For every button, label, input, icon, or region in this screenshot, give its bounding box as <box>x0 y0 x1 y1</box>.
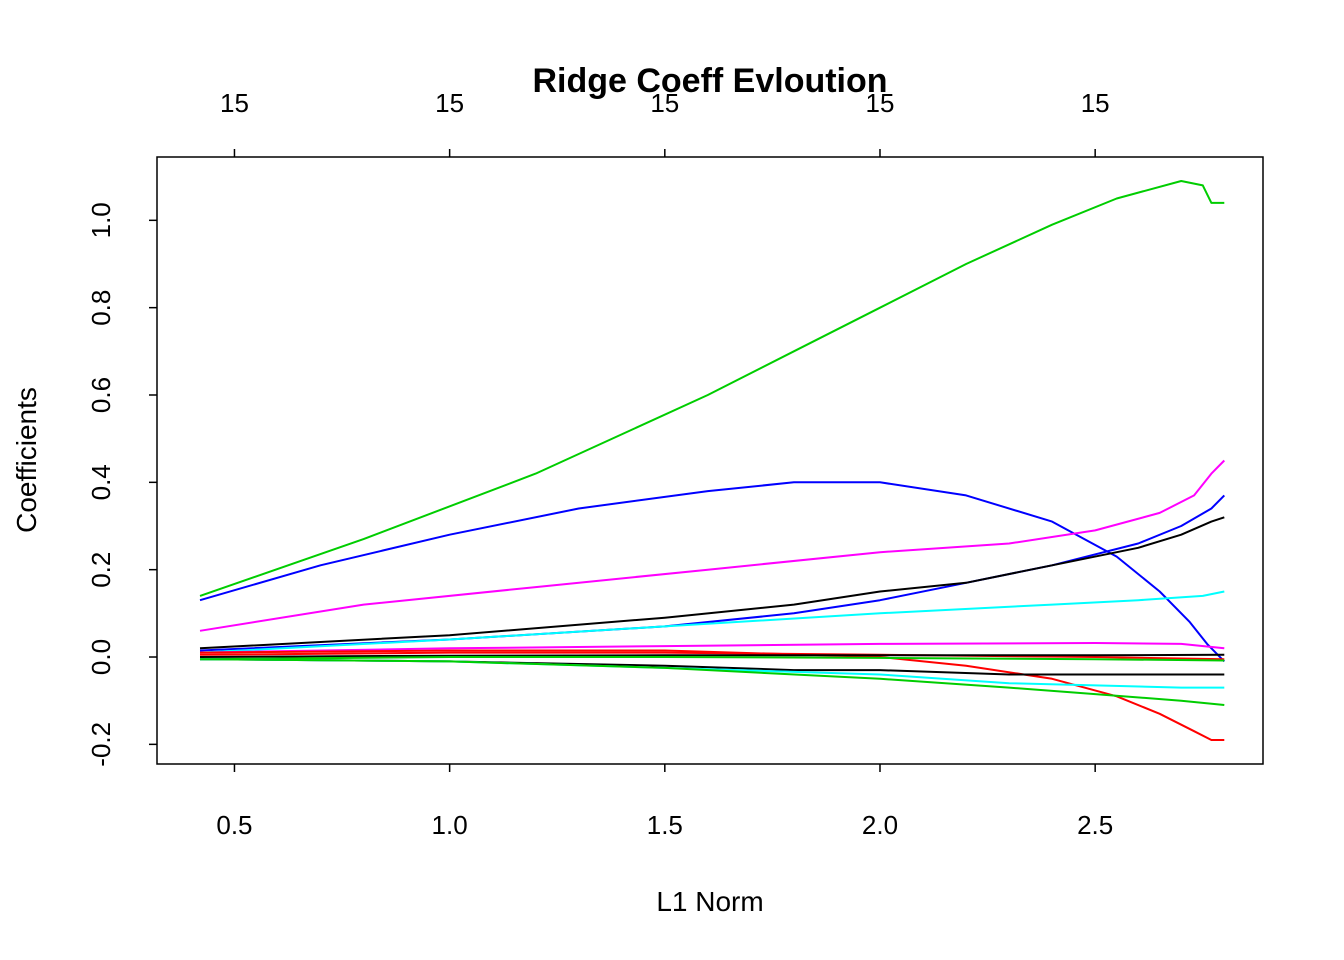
x-axis: 0.5 1.0 1.5 2.0 2.5 <box>216 764 1113 840</box>
plot-frame <box>156 156 1264 765</box>
series-line-9 <box>199 651 1225 661</box>
top-tick-label: 15 <box>650 88 679 118</box>
y-axis-title: Coefficients <box>11 387 42 533</box>
series-line-1 <box>199 180 1225 597</box>
series-line-10 <box>199 653 1225 658</box>
x-tick-label: 0.5 <box>216 810 252 840</box>
series-line-14 <box>199 658 1225 706</box>
x-tick-label: 2.0 <box>862 810 898 840</box>
y-tick-label: 0.6 <box>86 377 116 413</box>
top-tick-label: 15 <box>220 88 249 118</box>
top-axis: 15 15 15 15 15 <box>220 88 1110 157</box>
y-axis: -0.2 0.0 0.2 0.4 0.6 0.8 1.0 <box>86 202 157 767</box>
top-tick-label: 15 <box>1081 88 1110 118</box>
series-line-11 <box>199 656 1225 662</box>
series-line-2 <box>199 481 1226 663</box>
y-tick-label: 0.4 <box>86 464 116 500</box>
chart-title: Ridge Coeff Evloution <box>532 62 887 100</box>
y-tick-label: -0.2 <box>86 722 116 767</box>
x-axis-title: L1 Norm <box>656 886 763 917</box>
y-tick-label: 0.2 <box>86 552 116 588</box>
series-line-8 <box>199 649 1225 741</box>
series-line-7 <box>199 642 1225 654</box>
series-line-4 <box>199 494 1226 652</box>
x-tick-label: 2.5 <box>1077 810 1113 840</box>
series-line-3 <box>199 459 1226 632</box>
y-tick-label: 0.8 <box>86 290 116 326</box>
series-line-6 <box>199 590 1225 654</box>
top-tick-label: 15 <box>866 88 895 118</box>
x-tick-label: 1.5 <box>647 810 683 840</box>
top-tick-label: 15 <box>435 88 464 118</box>
x-tick-label: 1.0 <box>432 810 468 840</box>
series-layer <box>199 180 1226 741</box>
y-tick-label: 1.0 <box>86 202 116 238</box>
series-line-5 <box>199 516 1225 650</box>
y-tick-label: 0.0 <box>86 639 116 675</box>
